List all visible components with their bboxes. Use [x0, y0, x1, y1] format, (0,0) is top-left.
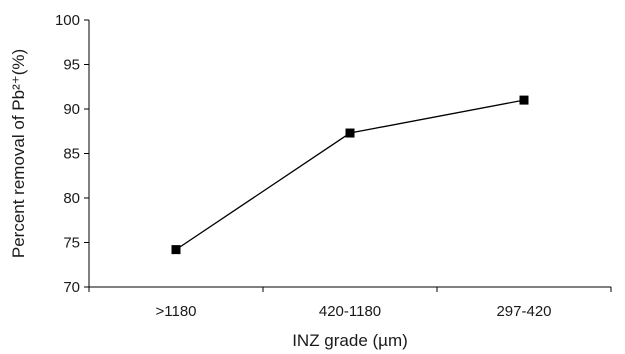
y-axis-ticks: 70 75 80 85 90 95 100	[55, 12, 89, 296]
x-axis-ticks: >1180 420-1180 297-420	[88, 287, 612, 320]
axes	[88, 20, 611, 288]
x-tick-label: 420-1180	[319, 303, 381, 320]
data-point-marker	[519, 95, 529, 105]
y-tick-label: 70	[63, 279, 80, 296]
x-tick-label: 297-420	[496, 303, 551, 320]
data-point-marker	[345, 128, 355, 138]
series-layer	[171, 95, 529, 255]
x-tick-label: >1180	[155, 303, 196, 320]
y-tick-label: 80	[63, 190, 80, 207]
y-axis-title: Percent removal of Pb²⁺(%)	[9, 49, 28, 258]
y-tick-label: 90	[63, 101, 80, 118]
x-axis-title: INZ grade (µm)	[292, 331, 408, 350]
data-point-marker	[171, 245, 181, 255]
series-line	[175, 99, 525, 251]
y-tick-label: 95	[63, 57, 80, 74]
y-tick-label: 100	[55, 12, 80, 29]
y-tick-label: 85	[63, 146, 80, 163]
y-tick-label: 75	[63, 235, 80, 252]
